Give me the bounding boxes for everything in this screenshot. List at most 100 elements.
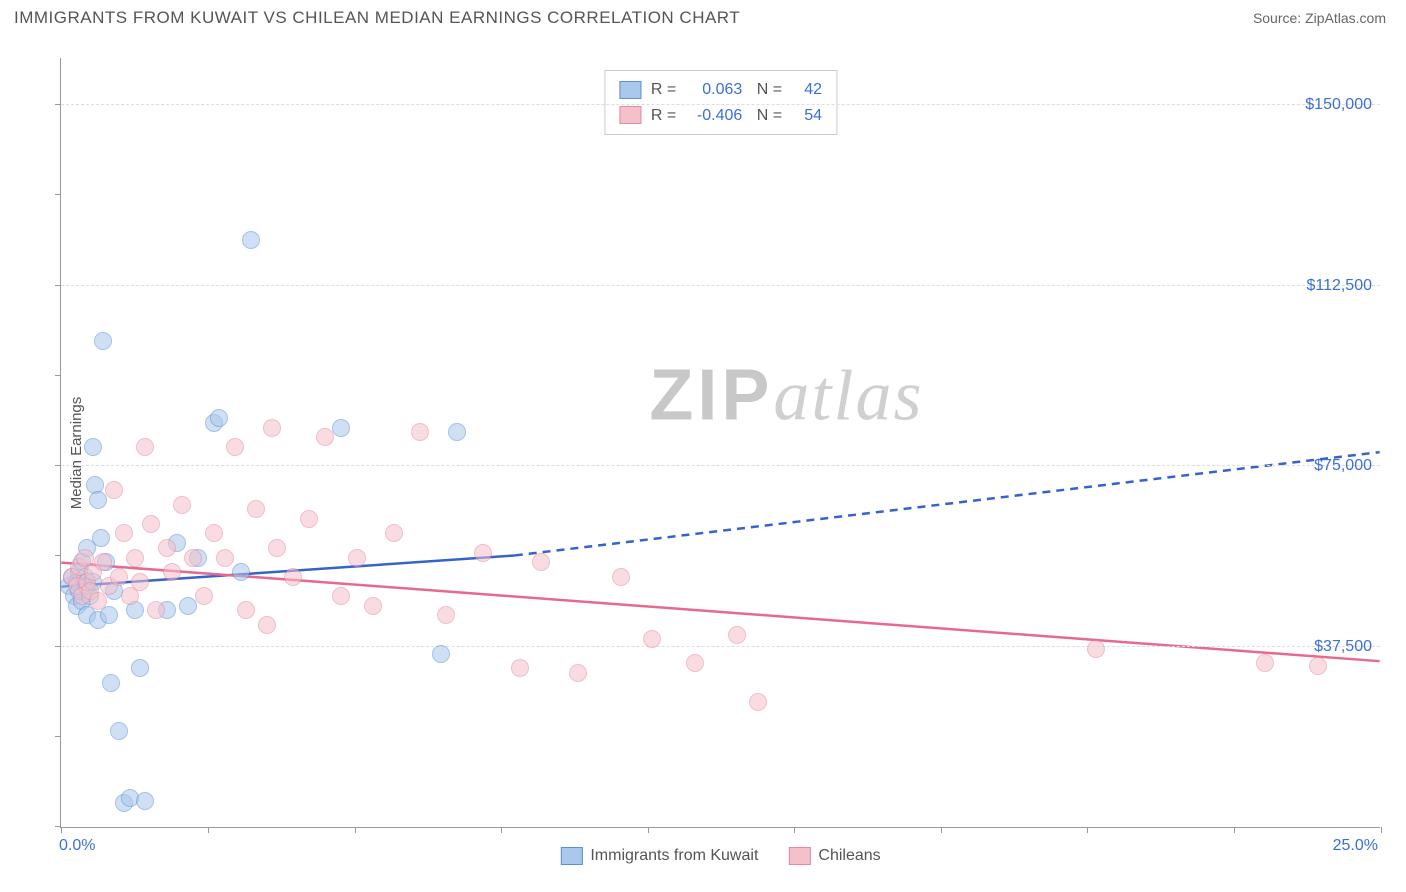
y-tick (55, 555, 61, 556)
x-tick (61, 827, 62, 833)
legend-item-kuwait: Immigrants from Kuwait (560, 847, 758, 865)
y-tick-label: $37,500 (1314, 638, 1372, 656)
swatch-kuwait (619, 81, 641, 99)
scatter-point-chileans (749, 693, 767, 711)
swatch-kuwait-icon (560, 847, 582, 865)
y-tick (55, 104, 61, 105)
scatter-point-chileans (247, 500, 265, 518)
chart-container: Median Earnings ZIPatlas R = 0.063 N = 4… (50, 48, 1390, 858)
x-axis-end-label: 25.0% (1333, 837, 1378, 855)
scatter-point-chileans (94, 553, 112, 571)
scatter-point-chileans (364, 597, 382, 615)
trend-lines (61, 58, 1380, 827)
scatter-point-chileans (437, 606, 455, 624)
scatter-point-chileans (316, 428, 334, 446)
scatter-point-chileans (115, 524, 133, 542)
scatter-point-chileans (385, 524, 403, 542)
y-tick (55, 465, 61, 466)
x-axis-start-label: 0.0% (59, 837, 95, 855)
y-tick-label: $112,500 (1306, 277, 1372, 295)
gridline-h (61, 465, 1380, 466)
scatter-point-chileans (511, 659, 529, 677)
legend-series: Immigrants from Kuwait Chileans (560, 847, 880, 865)
scatter-point-chileans (612, 568, 630, 586)
y-tick (55, 194, 61, 195)
swatch-chileans-icon (788, 847, 810, 865)
plot-area: ZIPatlas R = 0.063 N = 42 R = -0.406 N =… (60, 58, 1380, 828)
scatter-point-kuwait (210, 409, 228, 427)
scatter-point-chileans (1256, 654, 1274, 672)
x-tick (1087, 827, 1088, 833)
scatter-point-chileans (110, 568, 128, 586)
x-tick (501, 827, 502, 833)
x-tick (208, 827, 209, 833)
scatter-point-chileans (263, 419, 281, 437)
scatter-point-kuwait (179, 597, 197, 615)
scatter-point-chileans (195, 587, 213, 605)
watermark: ZIPatlas (649, 355, 923, 438)
scatter-point-kuwait (242, 231, 260, 249)
scatter-point-kuwait (102, 674, 120, 692)
scatter-point-kuwait (136, 792, 154, 810)
scatter-point-chileans (569, 664, 587, 682)
scatter-point-chileans (686, 654, 704, 672)
scatter-point-chileans (532, 553, 550, 571)
scatter-point-kuwait (448, 423, 466, 441)
scatter-point-chileans (226, 438, 244, 456)
chart-title: IMMIGRANTS FROM KUWAIT VS CHILEAN MEDIAN… (14, 8, 740, 28)
scatter-point-kuwait (110, 722, 128, 740)
scatter-point-kuwait (131, 659, 149, 677)
x-tick (1381, 827, 1382, 833)
chart-header: IMMIGRANTS FROM KUWAIT VS CHILEAN MEDIAN… (0, 0, 1406, 32)
scatter-point-kuwait (232, 563, 250, 581)
scatter-point-chileans (184, 549, 202, 567)
scatter-point-chileans (105, 481, 123, 499)
y-tick (55, 375, 61, 376)
scatter-point-kuwait (100, 606, 118, 624)
scatter-point-chileans (411, 423, 429, 441)
y-tick-label: $150,000 (1305, 96, 1372, 114)
scatter-point-chileans (1309, 657, 1327, 675)
x-tick (941, 827, 942, 833)
y-tick (55, 736, 61, 737)
scatter-point-chileans (300, 510, 318, 528)
source-attribution: Source: ZipAtlas.com (1253, 10, 1386, 26)
scatter-point-chileans (173, 496, 191, 514)
legend-row-chileans: R = -0.406 N = 54 (619, 103, 822, 129)
scatter-point-chileans (1087, 640, 1105, 658)
scatter-point-kuwait (84, 438, 102, 456)
swatch-chileans (619, 106, 641, 124)
scatter-point-chileans (474, 544, 492, 562)
gridline-h (61, 104, 1380, 105)
scatter-point-chileans (728, 626, 746, 644)
scatter-point-chileans (158, 539, 176, 557)
scatter-point-kuwait (89, 491, 107, 509)
x-tick (355, 827, 356, 833)
x-tick (1234, 827, 1235, 833)
y-tick-label: $75,000 (1314, 457, 1372, 475)
scatter-point-chileans (268, 539, 286, 557)
gridline-h (61, 646, 1380, 647)
x-tick (794, 827, 795, 833)
scatter-point-kuwait (94, 332, 112, 350)
scatter-point-chileans (258, 616, 276, 634)
scatter-point-chileans (142, 515, 160, 533)
y-tick (55, 646, 61, 647)
scatter-point-kuwait (332, 419, 350, 437)
scatter-point-chileans (348, 549, 366, 567)
scatter-point-chileans (216, 549, 234, 567)
scatter-point-chileans (136, 438, 154, 456)
legend-stats: R = 0.063 N = 42 R = -0.406 N = 54 (604, 70, 837, 135)
y-tick (55, 285, 61, 286)
scatter-point-kuwait (432, 645, 450, 663)
scatter-point-chileans (284, 568, 302, 586)
gridline-h (61, 285, 1380, 286)
scatter-point-chileans (147, 601, 165, 619)
scatter-point-chileans (163, 563, 181, 581)
legend-item-chileans: Chileans (788, 847, 880, 865)
scatter-point-chileans (131, 573, 149, 591)
scatter-point-chileans (332, 587, 350, 605)
scatter-point-chileans (205, 524, 223, 542)
scatter-point-chileans (237, 601, 255, 619)
scatter-point-chileans (643, 630, 661, 648)
